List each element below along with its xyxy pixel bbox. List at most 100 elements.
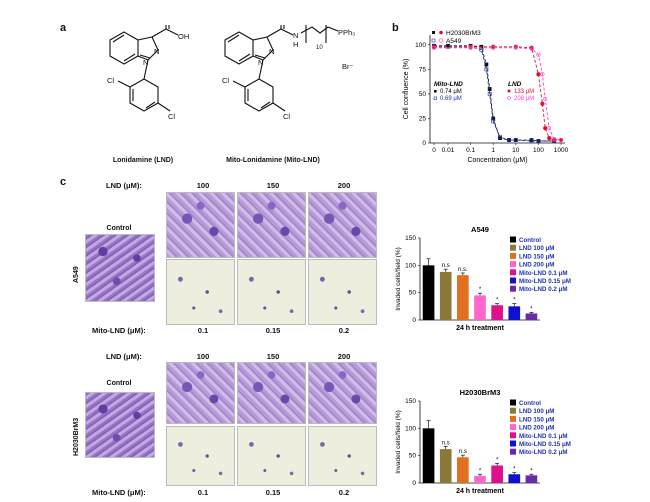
atom-h: H: [293, 40, 298, 49]
atom-br: Br⁻: [342, 62, 354, 71]
bar: [439, 271, 452, 320]
legend-label: LND 200 μM: [519, 262, 554, 269]
legend-swatch: [510, 277, 516, 284]
y-tick-label: 50: [409, 290, 417, 297]
y-tick-label: 150: [405, 398, 416, 405]
lnd-ic50-value: 133 μM: [514, 89, 534, 95]
y-tick-label: 50: [419, 91, 427, 98]
data-point: [529, 139, 534, 143]
bar: [525, 313, 538, 320]
atom-cl: Cl: [222, 76, 229, 85]
mito-lnd-caption: Mito-Lonidamine (Mito-LND): [226, 157, 320, 164]
data-point: [431, 45, 437, 50]
significance-label: *: [496, 298, 499, 304]
h2030-lnd-150-image: [237, 362, 306, 424]
legend-swatch: [510, 415, 516, 422]
lnd-dose-label: LND (μM):: [106, 181, 142, 190]
legend-swatch: [510, 269, 516, 276]
a549-control-label: Control: [106, 225, 132, 232]
h2030-control-label: Control: [106, 380, 132, 387]
legend-label: Mito-LND 0.2 μM: [519, 286, 567, 293]
dose-response-chart: 0 0.01 0.1 1 10 100 1000 0 25 50 75 100 Concentratio…: [403, 30, 569, 164]
legend-marker: [431, 38, 436, 43]
y-axis-label: Invaded cells/field (%): [395, 247, 402, 311]
mito-ic50-value: 0.74 μM: [440, 89, 462, 95]
atom-n: N: [154, 47, 159, 56]
significance-label: n.s.: [458, 267, 468, 273]
legend-label: LND 150 μM: [519, 416, 554, 423]
y-tick-label: 100: [415, 42, 426, 49]
bar: [491, 465, 503, 483]
y-tick-label: 0: [412, 317, 416, 324]
data-point: [491, 119, 496, 124]
x-tick-label: 0.01: [442, 147, 455, 154]
mito-dose-label-a549: Mito-LND (μM):: [92, 326, 146, 335]
mito-dose-01: 0.1: [197, 326, 209, 335]
significance-label: *: [479, 287, 482, 293]
chain-subscript: 10: [316, 45, 323, 51]
legend-swatch: [510, 285, 516, 292]
lnd-dose-100: 100: [196, 181, 210, 190]
legend-swatch: [510, 407, 516, 414]
data-point: [487, 87, 492, 91]
x-tick-label: 0: [432, 147, 436, 154]
mito-chlorophenyl-ring: [244, 78, 274, 112]
data-point: [529, 46, 534, 51]
mito-dose-015-h: 0.15: [265, 488, 281, 497]
y-tick-label: 25: [419, 115, 427, 122]
data-point: [507, 138, 511, 142]
lnd-dose-150: 150: [266, 181, 280, 190]
legend-marker: [433, 96, 437, 100]
y-tick-label: 150: [405, 235, 416, 242]
h2030-lnd-100-image: [166, 362, 235, 424]
atom-cl: Cl: [168, 112, 175, 121]
legend-marker: [439, 30, 443, 35]
legend-swatch: [510, 261, 516, 268]
lnd-dose-200-2: 200: [337, 352, 351, 361]
legend-marker: [438, 38, 444, 43]
legend-marker: [434, 90, 437, 93]
x-axis-label: 24 h treatment: [456, 325, 505, 332]
mito-dose-02-h: 0.2: [338, 488, 350, 497]
y-tick-label: 100: [405, 425, 416, 432]
series-line: [434, 47, 562, 141]
mito-dose-02: 0.2: [338, 326, 350, 335]
h2030-control-image: [85, 392, 155, 458]
legend-label: LND 100 μM: [519, 245, 554, 252]
y-axis-label: Cell confluence (%): [403, 59, 410, 120]
significance-label: *: [479, 468, 482, 474]
legend-label: LND 100 μM: [519, 408, 554, 415]
legend-label: LND 150 μM: [519, 253, 554, 260]
legend-label: H2030BrM3: [446, 30, 481, 37]
lnd-dose-100-2: 100: [196, 352, 210, 361]
chart-title: A549: [471, 225, 489, 234]
atom-cl: Cl: [283, 112, 290, 121]
data-point: [498, 135, 502, 140]
legend-label: Mito-LND 0.15 μM: [519, 278, 571, 285]
significance-label: n.s: [442, 263, 450, 269]
lnd-ic50-title: LND: [508, 81, 522, 88]
data-point: [543, 96, 548, 101]
bar: [508, 306, 521, 320]
panel-letter-a: a: [60, 22, 67, 34]
y-axis-label: Invaded cells/field (%): [395, 410, 402, 474]
y-tick-label: 75: [419, 66, 427, 73]
mito-dose-label-h2030: Mito-LND (μM):: [92, 488, 146, 497]
mito-ic50-value: 0.69 μM: [440, 96, 462, 102]
data-point: [491, 45, 496, 50]
x-axis-label: 24 h treatment: [456, 488, 505, 495]
data-point: [468, 45, 473, 50]
legend-label: Mito-LND 0.2 μM: [519, 449, 567, 456]
data-point: [513, 138, 518, 142]
a549-lnd-200-image: [308, 192, 377, 258]
legend-swatch: [510, 252, 516, 259]
bar: [457, 457, 469, 483]
h2030-lnd-200-image: [308, 362, 377, 424]
x-axis-label: Concentration (μM): [467, 157, 527, 164]
atom-n: N: [258, 58, 263, 67]
h2030-mito-01-image: [166, 426, 235, 486]
y-tick-label: 0: [422, 140, 426, 147]
bar: [508, 474, 521, 483]
